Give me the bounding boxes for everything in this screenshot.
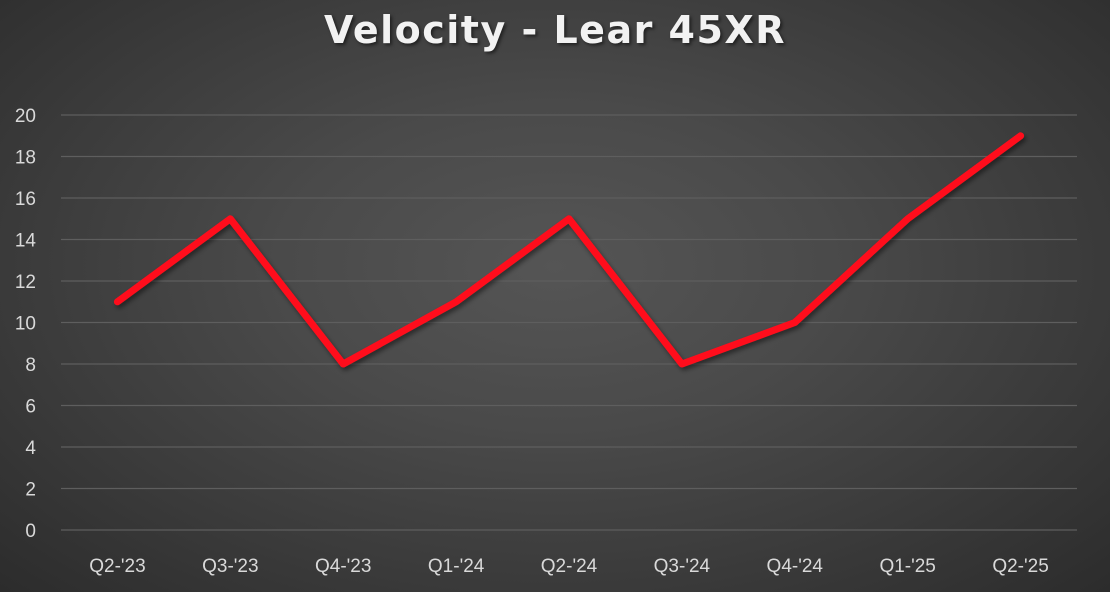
x-tick-label: Q4-'23	[315, 556, 371, 577]
x-tick-label: Q2-'24	[541, 556, 598, 577]
y-tick-label: 8	[25, 355, 36, 376]
y-tick-label: 0	[25, 521, 36, 542]
y-tick-label: 16	[15, 189, 36, 210]
y-tick-label: 6	[25, 397, 36, 418]
x-axis-labels: Q2-'23 Q3-'23 Q4-'23 Q1-'24 Q2-'24 Q3-'24 Q4-'…	[89, 556, 1049, 577]
x-tick-label: Q2-'23	[89, 556, 145, 577]
x-tick-label: Q3-'23	[202, 556, 258, 577]
chart-title: Velocity - Lear 45XR	[324, 8, 786, 52]
y-tick-label: 18	[15, 148, 36, 169]
y-tick-label: 2	[25, 480, 36, 501]
y-tick-label: 14	[15, 231, 37, 252]
x-tick-label: Q1-'25	[879, 556, 935, 577]
y-tick-label: 4	[25, 438, 36, 459]
x-tick-label: Q3-'24	[654, 556, 711, 577]
gridlines	[61, 114, 1077, 531]
y-tick-label: 20	[15, 106, 36, 127]
series-line	[113, 132, 1025, 368]
x-tick-label: Q1-'24	[428, 556, 485, 577]
x-tick-label: Q2-'25	[992, 556, 1048, 577]
x-tick-label: Q4-'24	[767, 556, 824, 577]
y-tick-label: 12	[15, 272, 36, 293]
series-velocity	[113, 132, 1025, 368]
y-axis-labels: 0 2 4 6 8 10 12 14 16 18 20	[15, 106, 37, 542]
y-tick-label: 10	[15, 314, 36, 335]
